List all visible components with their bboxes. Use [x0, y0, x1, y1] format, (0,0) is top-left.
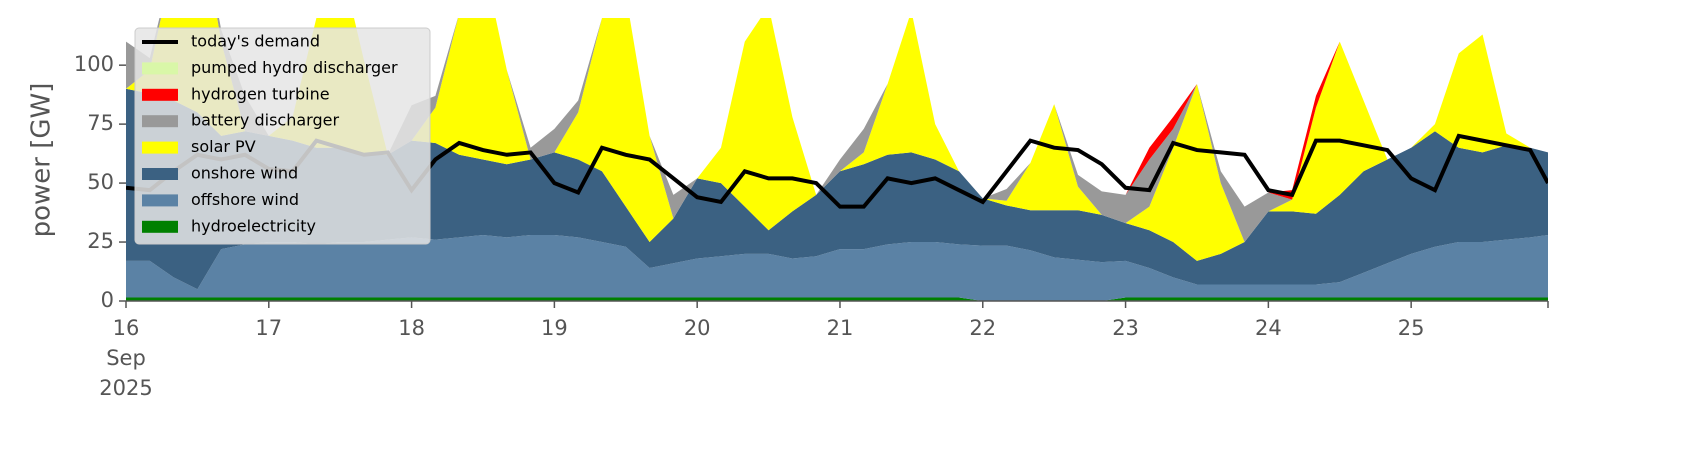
- legend-label: today's demand: [191, 32, 320, 51]
- y-tick-label: 50: [87, 170, 114, 194]
- legend-swatch: [142, 220, 178, 233]
- x-tick-label: 21: [827, 316, 854, 340]
- y-tick-label: 25: [87, 229, 114, 253]
- y-tick-label: 75: [87, 111, 114, 135]
- legend-label: pumped hydro discharger: [191, 58, 398, 77]
- legend-box: [134, 27, 431, 245]
- legend-label: onshore wind: [191, 164, 298, 183]
- area: [126, 297, 1548, 301]
- legend-swatch: [142, 168, 178, 180]
- legend-label: solar PV: [191, 137, 256, 156]
- legend-swatch: [142, 194, 178, 207]
- legend-swatch: [142, 141, 178, 154]
- legend-swatch: [142, 115, 178, 128]
- legend-swatch: [142, 88, 178, 101]
- x-tick-label: 18: [398, 316, 425, 340]
- x-tick-label: 19: [541, 316, 568, 340]
- x-tick-label: 25: [1398, 316, 1425, 340]
- y-tick-label: 0: [101, 288, 114, 312]
- x-tick-label: 17: [255, 316, 282, 340]
- x-tick-label: 16 Sep 2025: [99, 316, 152, 400]
- x-tick-label: 24: [1255, 316, 1282, 340]
- y-tick-label: 100: [74, 52, 114, 76]
- legend-label: hydroelectricity: [191, 216, 316, 235]
- legend-label: hydrogen turbine: [191, 84, 330, 103]
- x-tick-label: 22: [969, 316, 996, 340]
- legend-label: offshore wind: [191, 190, 299, 209]
- x-tick-label: 23: [1112, 316, 1139, 340]
- legend-swatch: [142, 62, 178, 75]
- legend-label: battery discharger: [191, 111, 339, 130]
- area: [126, 234, 1548, 301]
- x-tick-label: 20: [684, 316, 711, 340]
- area: [126, 88, 1548, 290]
- area: [126, 18, 1548, 261]
- y-axis-label: power [GW]: [27, 83, 57, 238]
